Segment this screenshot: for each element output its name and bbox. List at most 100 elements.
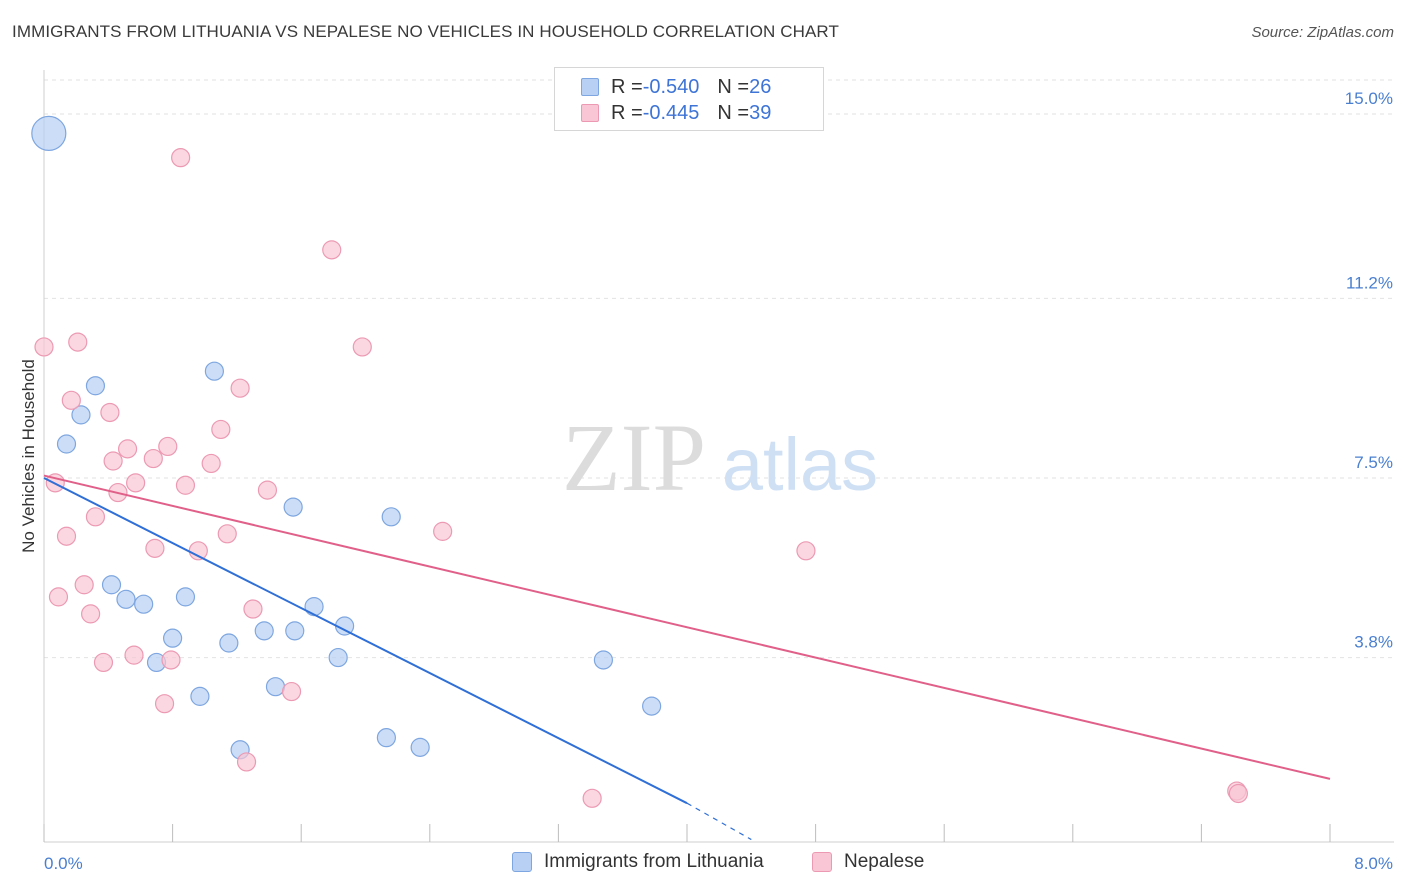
lithuania-point xyxy=(593,650,614,670)
y-tick-label: 15.0% xyxy=(1345,89,1393,108)
x-tick-label-max: 8.0% xyxy=(1354,854,1393,873)
gridlines xyxy=(44,79,1394,659)
nepalese-point xyxy=(34,337,54,357)
nepalese-point xyxy=(243,599,263,619)
legend-swatch-nepalese xyxy=(581,104,599,122)
nepalese-point xyxy=(175,475,196,495)
stats-legend: R = -0.540 N = 26 R = -0.445 N = 39 xyxy=(554,67,824,131)
nepalese-point xyxy=(433,521,453,541)
y-axis-title: No Vehicles in Household xyxy=(19,359,38,553)
nepalese-point xyxy=(796,541,816,561)
lithuania-point xyxy=(381,507,401,527)
r-value-nepalese: -0.445 xyxy=(642,101,700,124)
legend-label-lithuania: Immigrants from Lithuania xyxy=(544,851,764,872)
r-value-lithuania: -0.540 xyxy=(642,75,700,98)
lithuania-point xyxy=(304,597,324,617)
nepalese-point xyxy=(56,526,77,546)
r-label: R = xyxy=(611,75,643,98)
n-value-lithuania: 26 xyxy=(749,75,772,98)
nepalese-point xyxy=(154,694,175,714)
lithuania-point xyxy=(254,621,274,641)
lithuania-point xyxy=(328,647,348,668)
nepalese-point xyxy=(117,439,138,459)
nepalese-point xyxy=(68,332,88,352)
legend-swatch-lithuania xyxy=(512,852,532,872)
legend-swatch-nepalese xyxy=(812,852,832,872)
nepalese-point xyxy=(158,436,178,457)
nepalese-point xyxy=(145,538,165,558)
nepalese-point xyxy=(201,453,221,474)
nepalese-point xyxy=(143,448,163,469)
trend-line-lithuania xyxy=(43,477,688,805)
nepalese-point xyxy=(1228,783,1248,804)
nepalese-point xyxy=(281,681,302,702)
lithuania-point xyxy=(101,575,122,595)
nepalese-point xyxy=(236,752,257,772)
y-tick-label: 11.2% xyxy=(1346,273,1393,292)
data-points xyxy=(31,115,1248,808)
nepalese-point xyxy=(124,645,144,665)
lithuania-point xyxy=(190,686,210,706)
nepalese-point xyxy=(217,524,237,544)
y-tick-label: 3.8% xyxy=(1354,633,1393,652)
lithuania-point xyxy=(376,728,396,748)
series-legend: Immigrants from Lithuania Nepalese xyxy=(0,851,1406,877)
lithuania-point xyxy=(175,587,196,607)
lithuania-point xyxy=(56,434,77,454)
nepalese-point xyxy=(171,148,191,168)
lithuania-point xyxy=(285,621,305,641)
nepalese-point xyxy=(103,451,123,471)
nepalese-point xyxy=(257,480,278,500)
legend-item-nepalese[interactable]: Nepalese xyxy=(812,851,924,873)
nepalese-point xyxy=(100,402,120,423)
watermark: ZIP atlas xyxy=(562,404,878,511)
trend-line-nepalese xyxy=(43,474,1331,780)
lithuania-point xyxy=(71,405,91,425)
nepalese-point xyxy=(74,575,94,595)
lithuania-point xyxy=(31,115,67,151)
stats-row-nepalese: R = -0.445 N = 39 xyxy=(581,101,771,125)
nepalese-point xyxy=(93,652,114,673)
lithuania-point xyxy=(134,594,154,614)
y-tick-label: 7.5% xyxy=(1354,453,1393,472)
nepalese-point xyxy=(161,650,181,670)
chart-title: IMMIGRANTS FROM LITHUANIA VS NEPALESE NO… xyxy=(12,22,839,41)
nepalese-point xyxy=(230,378,250,398)
nepalese-point xyxy=(211,419,231,440)
nepalese-point xyxy=(322,240,342,260)
lithuania-point xyxy=(85,376,106,396)
x-tick-labels: 0.0% 8.0% xyxy=(44,854,1393,873)
nepalese-point xyxy=(85,507,106,527)
nepalese-point xyxy=(352,337,372,357)
watermark-zip: ZIP xyxy=(562,404,706,511)
nepalese-point xyxy=(582,788,602,808)
lithuania-point xyxy=(410,737,430,757)
lithuania-point xyxy=(642,696,662,716)
axes xyxy=(43,70,1394,843)
lithuania-point xyxy=(219,633,239,653)
source-credit: Source: ZipAtlas.com xyxy=(1251,24,1394,41)
r-label: R = xyxy=(611,101,643,124)
x-tick-label-min: 0.0% xyxy=(44,854,83,873)
trend-line-lithuania-extension xyxy=(686,802,752,841)
watermark-atlas: atlas xyxy=(722,423,878,506)
legend-swatch-lithuania xyxy=(581,78,599,96)
lithuania-point xyxy=(116,589,136,609)
trend-lines xyxy=(43,474,1331,841)
lithuania-point xyxy=(163,628,183,648)
nepalese-point xyxy=(61,390,81,410)
legend-label-nepalese: Nepalese xyxy=(844,851,925,872)
n-value-nepalese: 39 xyxy=(749,101,772,124)
lithuania-point xyxy=(204,361,224,381)
legend-item-lithuania[interactable]: Immigrants from Lithuania xyxy=(512,851,764,873)
y-tick-labels: 3.8% 7.5% 11.2% 15.0% xyxy=(1345,89,1393,652)
lithuania-point xyxy=(265,677,286,697)
n-label: N = xyxy=(717,75,750,98)
stats-row-lithuania: R = -0.540 N = 26 xyxy=(581,75,771,99)
nepalese-point xyxy=(81,604,101,624)
n-label: N = xyxy=(717,101,750,124)
nepalese-point xyxy=(126,473,146,493)
nepalese-point xyxy=(48,587,69,607)
lithuania-point xyxy=(283,497,303,517)
